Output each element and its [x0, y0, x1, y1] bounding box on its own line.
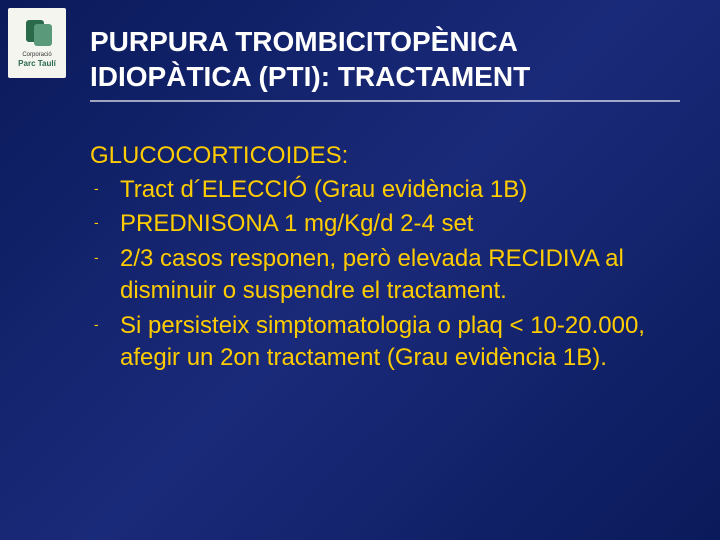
bullet-text: PREDNISONA 1 mg/Kg/d 2-4 set [120, 208, 680, 240]
list-item: - PREDNISONA 1 mg/Kg/d 2-4 set [90, 208, 680, 240]
title-line-2: IDIOPÀTICA (PTI): TRACTAMENT [90, 59, 680, 94]
bullet-marker: - [90, 174, 120, 196]
logo-badge: Corporació Parc Taulí [8, 8, 66, 78]
bullet-text: Tract d´ELECCIÓ (Grau evidència 1B) [120, 174, 680, 206]
title-underline [90, 100, 680, 102]
slide-content: PURPURA TROMBICITOPÈNICA IDIOPÀTICA (PTI… [0, 0, 720, 416]
list-item: - 2/3 casos responen, però elevada RECID… [90, 243, 680, 308]
list-item: - Si persisteix simptomatologia o plaq <… [90, 310, 680, 375]
bullet-list: - Tract d´ELECCIÓ (Grau evidència 1B) - … [90, 174, 680, 374]
list-item: - Tract d´ELECCIÓ (Grau evidència 1B) [90, 174, 680, 206]
logo-icon [22, 18, 52, 48]
section-heading: GLUCOCORTICOIDES: [90, 142, 680, 170]
bullet-marker: - [90, 243, 120, 265]
logo-text: Corporació Parc Taulí [18, 52, 56, 69]
bullet-marker: - [90, 310, 120, 332]
bullet-marker: - [90, 208, 120, 230]
title-line-1: PURPURA TROMBICITOPÈNICA [90, 24, 680, 59]
bullet-text: Si persisteix simptomatologia o plaq < 1… [120, 310, 680, 375]
bullet-text: 2/3 casos responen, però elevada RECIDIV… [120, 243, 680, 308]
slide-title: PURPURA TROMBICITOPÈNICA IDIOPÀTICA (PTI… [90, 24, 680, 94]
